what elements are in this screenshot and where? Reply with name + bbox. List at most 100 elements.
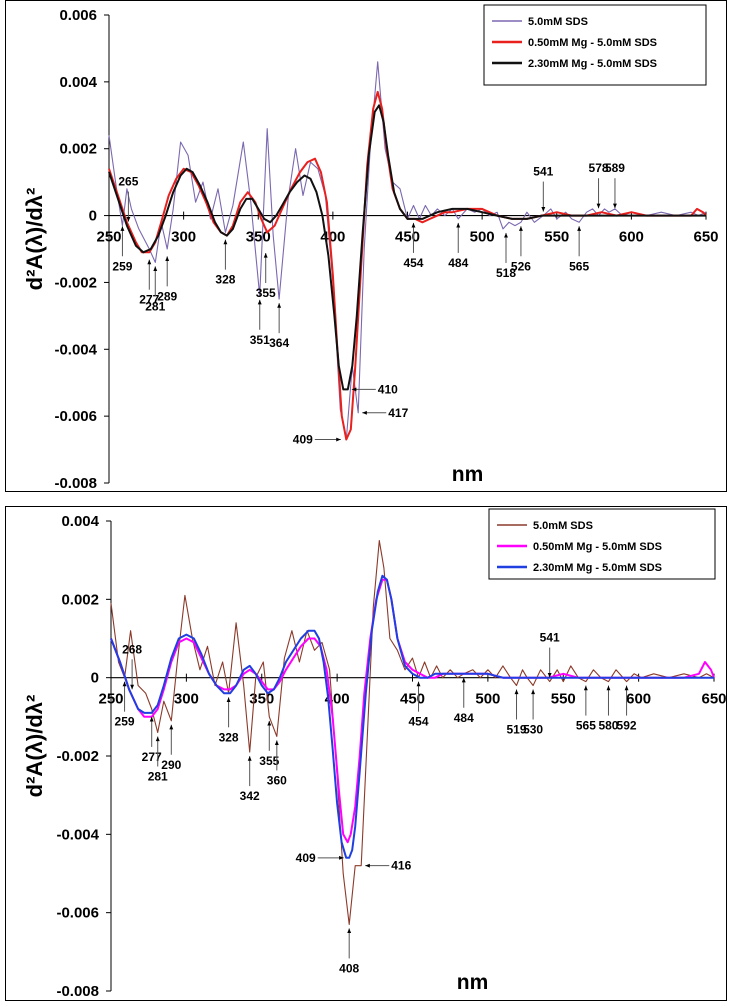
peak-label: 565 bbox=[576, 719, 596, 733]
peak-label: 364 bbox=[269, 336, 289, 350]
annotation-arrowhead bbox=[456, 222, 461, 228]
annotation-arrowhead bbox=[461, 677, 466, 683]
annotation-arrowhead bbox=[531, 689, 536, 695]
annotation-arrowhead bbox=[596, 203, 601, 209]
annotation-arrowhead bbox=[411, 222, 416, 228]
x-tick-label: 450 bbox=[395, 229, 420, 246]
y-tick-label: -0.002 bbox=[54, 274, 97, 291]
peak-label: 484 bbox=[448, 256, 468, 270]
peak-label: 541 bbox=[533, 165, 553, 179]
legend-entry-1: 5.0mM SDS bbox=[528, 16, 588, 28]
peak-label: 328 bbox=[215, 273, 235, 287]
annotation-arrowhead bbox=[365, 863, 370, 868]
peak-label: 281 bbox=[145, 299, 165, 313]
legend-entry-1: 5.0mM SDS bbox=[533, 520, 593, 532]
peak-label: 454 bbox=[403, 256, 423, 270]
annotation-arrowhead bbox=[267, 720, 272, 726]
peak-label: 281 bbox=[148, 770, 168, 784]
annotation-arrowhead bbox=[339, 855, 344, 860]
x-tick-label: 550 bbox=[551, 691, 576, 708]
annotation-arrowhead bbox=[165, 256, 170, 261]
annotation-arrowhead bbox=[149, 716, 154, 722]
annotation-arrowhead bbox=[263, 253, 268, 258]
annotation-arrowhead bbox=[504, 232, 508, 238]
y-tick-label: 0 bbox=[91, 670, 99, 687]
peak-label: 265 bbox=[118, 175, 138, 189]
peak-label: 589 bbox=[605, 161, 625, 175]
annotation-arrowhead bbox=[126, 216, 131, 222]
y-tick-label: -0.004 bbox=[54, 341, 97, 358]
annotation-arrowhead bbox=[351, 387, 357, 392]
x-tick-label: 250 bbox=[96, 229, 121, 246]
annotation-arrowhead bbox=[613, 203, 617, 209]
peak-label: 351 bbox=[250, 333, 270, 347]
annotation-arrowhead bbox=[155, 736, 160, 742]
peak-label: 355 bbox=[259, 754, 279, 768]
annotation-arrowhead bbox=[347, 928, 352, 934]
peak-label: 578 bbox=[589, 161, 609, 175]
chart-panel-top: 0.006 0.004 0.002 0 -0.002 -0.004 -0.006 -0.008… bbox=[5, 0, 727, 492]
annotation-arrowhead bbox=[277, 303, 282, 308]
peak-label: 526 bbox=[511, 259, 531, 273]
series-line-1 bbox=[110, 540, 715, 925]
y-tick-label: 0.004 bbox=[61, 513, 99, 530]
annotation-arrowhead bbox=[583, 685, 588, 691]
y-tick-label: 0.002 bbox=[61, 591, 99, 608]
peak-label: 360 bbox=[267, 773, 287, 787]
peak-label: 565 bbox=[569, 259, 589, 273]
annotation-arrowhead bbox=[416, 681, 421, 687]
x-tick-label: 600 bbox=[626, 691, 651, 708]
x-tick-label: 500 bbox=[475, 691, 500, 708]
annotation-arrowhead bbox=[120, 226, 125, 231]
peak-label: 484 bbox=[454, 711, 474, 725]
annotation-arrowhead bbox=[518, 226, 523, 231]
annotation-arrowhead bbox=[247, 756, 252, 761]
x-tick-label: 350 bbox=[246, 229, 271, 246]
peak-label: 259 bbox=[112, 259, 132, 273]
legend-box bbox=[483, 4, 707, 86]
peak-label: 342 bbox=[240, 789, 260, 803]
x-tick-label: 600 bbox=[619, 229, 644, 246]
series-line-3 bbox=[108, 104, 706, 391]
annotation-arrowhead bbox=[514, 689, 519, 695]
x-tick-label: 650 bbox=[701, 691, 726, 708]
legend-entry-3: 2.30mM Mg - 5.0mM SDS bbox=[533, 562, 662, 574]
y-tick-label: 0.002 bbox=[59, 141, 97, 158]
peak-label: 289 bbox=[157, 289, 177, 303]
annotation-arrowhead bbox=[606, 685, 611, 691]
peak-label: 417 bbox=[388, 406, 408, 420]
x-tick-label: 300 bbox=[174, 691, 199, 708]
peak-label: 277 bbox=[139, 293, 159, 307]
annotation-arrowhead bbox=[577, 226, 582, 231]
peak-label: 530 bbox=[523, 723, 543, 737]
y-tick-label: -0.008 bbox=[54, 475, 97, 491]
annotation-arrowhead bbox=[274, 740, 279, 746]
peak-label: 416 bbox=[391, 859, 411, 873]
x-tick-label: 450 bbox=[400, 691, 425, 708]
y-tick-label: -0.008 bbox=[56, 983, 99, 1000]
annotation-arrowhead bbox=[547, 672, 552, 678]
peak-label: 328 bbox=[219, 730, 239, 744]
y-tick-label: 0.006 bbox=[59, 7, 97, 24]
peak-label: 592 bbox=[617, 719, 637, 733]
x-axis-label: nm bbox=[457, 971, 489, 994]
x-tick-label: 250 bbox=[98, 691, 123, 708]
annotation-arrowhead bbox=[226, 697, 231, 702]
peak-label: 268 bbox=[122, 642, 142, 656]
annotation-arrowhead bbox=[130, 684, 135, 690]
y-tick-label: 0 bbox=[89, 208, 97, 225]
peak-label: 355 bbox=[256, 286, 276, 300]
legend-entry-3: 2.30mM Mg - 5.0mM SDS bbox=[528, 58, 657, 70]
series-line-2 bbox=[110, 578, 715, 844]
peak-label: 408 bbox=[339, 961, 359, 975]
series-line-2 bbox=[108, 90, 707, 441]
annotation-arrowhead bbox=[624, 685, 629, 691]
annotation-arrowhead bbox=[122, 681, 127, 687]
y-tick-label: -0.006 bbox=[56, 905, 99, 922]
legend-entry-2: 0.50mM Mg - 5.0mM SDS bbox=[528, 37, 657, 49]
peak-label: 290 bbox=[161, 758, 181, 772]
annotation-arrowhead bbox=[169, 724, 174, 730]
peak-label: 410 bbox=[378, 382, 398, 396]
annotation-arrowhead bbox=[223, 239, 228, 245]
y-axis-label: d²A(λ)/dλ² bbox=[22, 695, 47, 798]
